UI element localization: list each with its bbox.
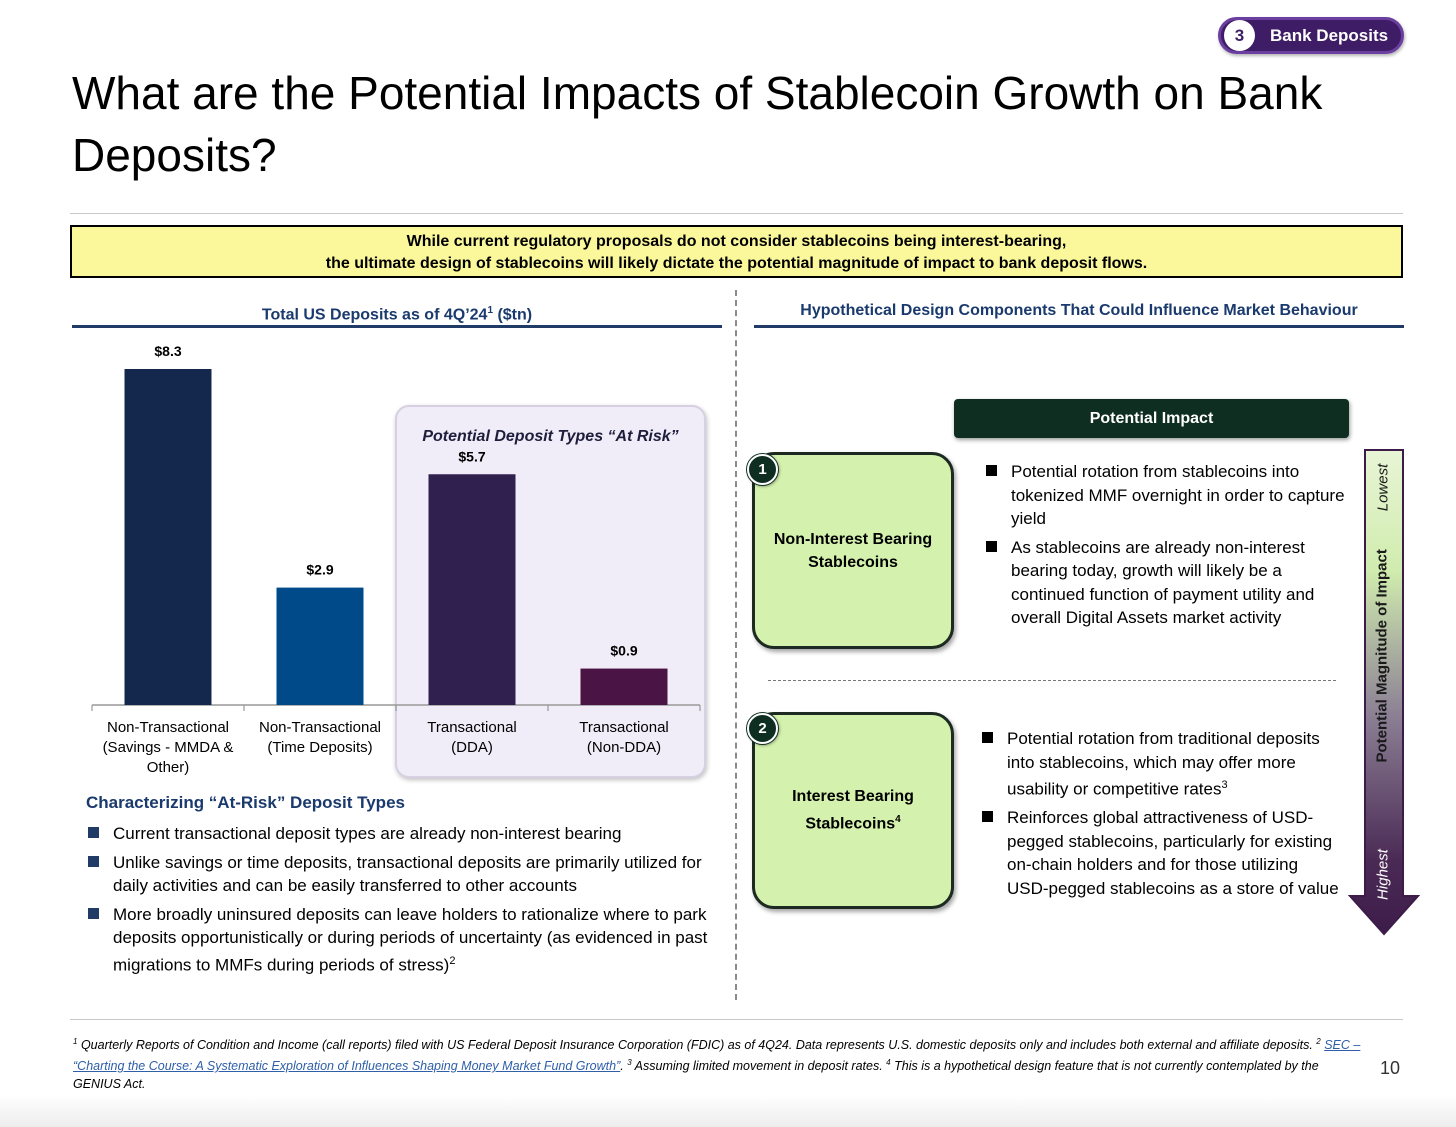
bullet-square-icon (986, 540, 997, 552)
design-name: Non-Interest Bearing Stablecoins (773, 530, 933, 571)
bullet-text: Unlike savings or time deposits, transac… (113, 852, 702, 896)
bar (124, 369, 212, 705)
design-name: Interest Bearing Stablecoins (792, 788, 914, 833)
list-item: As stablecoins are already non-interest … (986, 536, 1346, 630)
bar (276, 587, 364, 705)
list-item: Potential rotation from traditional depo… (982, 727, 1342, 801)
callout-line-2: the ultimate design of stablecoins will … (325, 255, 1148, 272)
impact-text: As stablecoins are already non-interest … (1011, 537, 1315, 628)
footnote: 1 Quarterly Reports of Condition and Inc… (73, 1037, 1361, 1092)
at-risk-title: Potential Deposit Types “At Risk” (422, 428, 679, 445)
list-item: Potential rotation from stablecoins into… (986, 460, 1346, 531)
deposits-bar-chart: $8.3 Non-Transactional (Savings - MMDA & Ot… (72, 330, 722, 800)
x-tick-label: Non-Transactional (259, 719, 381, 736)
list-item: Reinforces global attractiveness of USD-… (982, 806, 1342, 900)
design-number-badge: 2 (747, 713, 778, 744)
magnitude-arrow-icon (1348, 449, 1420, 936)
footnote-part-4: This is a hypothetical design feature th… (73, 1059, 1319, 1092)
chart-svg: $8.3 Non-Transactional (Savings - MMDA & Ot… (91, 343, 701, 776)
design-name-sup: 4 (895, 814, 901, 826)
bullet-square-icon (88, 855, 99, 867)
bullet-square-icon (88, 907, 99, 919)
data-label: $2.9 (306, 562, 333, 578)
design-card-non-interest: Non-Interest Bearing Stablecoins (752, 452, 954, 649)
design-card-interest: Interest Bearing Stablecoins4 (752, 712, 954, 909)
footnote-part-2: . (620, 1059, 628, 1074)
bullet-text: More broadly uninsured deposits can leav… (113, 904, 708, 975)
impact-sup: 3 (1221, 779, 1228, 791)
section-label: Bank Deposits (1270, 25, 1389, 45)
x-tick-label: Transactional (579, 719, 669, 736)
bullet-square-icon (88, 827, 99, 838)
callout-line-1: While current regulatory proposals do no… (406, 233, 1067, 250)
impact-text: Potential rotation from traditional depo… (1007, 729, 1320, 799)
magnitude-scale-label: Potential Magnitude of Impact (1373, 549, 1391, 763)
bottom-shade (0, 1095, 1456, 1127)
left-heading-text: Total US Deposits as of 4Q’24 (261, 306, 488, 324)
magnitude-low-label: Lowest (1374, 463, 1392, 512)
at-risk-bullets: Current transactional deposit types are … (86, 822, 716, 982)
characterizing-title: Characterizing “At-Risk” Deposit Types (86, 793, 405, 812)
data-label: $8.3 (154, 343, 181, 359)
list-item: Current transactional deposit types are … (86, 822, 716, 846)
right-panel-heading: Hypothetical Design Components That Coul… (754, 298, 1404, 328)
x-tick-label: (Savings - MMDA & (103, 739, 234, 756)
bar (580, 668, 668, 705)
bar (428, 474, 516, 705)
bullet-square-icon (982, 732, 993, 743)
footer-rule (70, 1019, 1403, 1020)
magnitude-high-label: Highest (1374, 849, 1392, 900)
x-tick-label: (DDA) (451, 739, 493, 756)
data-label: $5.7 (458, 448, 485, 464)
x-tick-label: Non-Transactional (107, 719, 229, 736)
key-message-callout: While current regulatory proposals do no… (70, 225, 1403, 278)
list-item: More broadly uninsured deposits can leav… (86, 903, 716, 977)
design-divider (768, 680, 1336, 681)
left-heading-sup: 1 (487, 305, 493, 316)
x-tick-label: (Non-DDA) (587, 739, 661, 756)
page-title: What are the Potential Impacts of Stable… (72, 67, 1323, 181)
left-panel-heading: Total US Deposits as of 4Q’241 ($tn) (72, 298, 722, 328)
list-item: Unlike savings or time deposits, transac… (86, 851, 716, 898)
impact-text: Reinforces global attractiveness of USD-… (1007, 808, 1339, 898)
footnote-part-1: Quarterly Reports of Condition and Incom… (80, 1038, 1317, 1053)
page-number: 10 (1380, 1058, 1401, 1078)
footnote-source-link[interactable]: SEC – “Charting the Course: A Systematic… (73, 1038, 1361, 1074)
impact-list-non-interest: Potential rotation from stablecoins into… (986, 460, 1346, 635)
bullet-text: Current transactional deposit types are … (113, 824, 622, 843)
panel-divider (735, 290, 737, 1000)
bullet-square-icon (982, 811, 993, 823)
x-tick-label: Other) (147, 759, 190, 776)
left-heading-suffix: ($tn) (493, 306, 533, 324)
design-name-wrap: Interest Bearing Stablecoins4 (765, 785, 941, 835)
x-tick-label: (Time Deposits) (267, 739, 372, 756)
title-rule (70, 213, 1403, 214)
x-tick-label: Transactional (427, 719, 517, 736)
impact-list-interest: Potential rotation from traditional depo… (982, 727, 1342, 905)
impact-text: Potential rotation from stablecoins into… (1011, 462, 1345, 528)
potential-impact-header: Potential Impact (954, 399, 1349, 438)
data-label: $0.9 (610, 643, 637, 659)
bullet-sup: 2 (449, 954, 456, 967)
footnote-part-3: Assuming limited movement in deposit rat… (634, 1059, 887, 1074)
section-tag: 3 Bank Deposits (1218, 17, 1404, 54)
design-number-badge: 1 (747, 454, 778, 485)
bullet-square-icon (986, 465, 997, 476)
section-number: 3 (1224, 20, 1255, 51)
